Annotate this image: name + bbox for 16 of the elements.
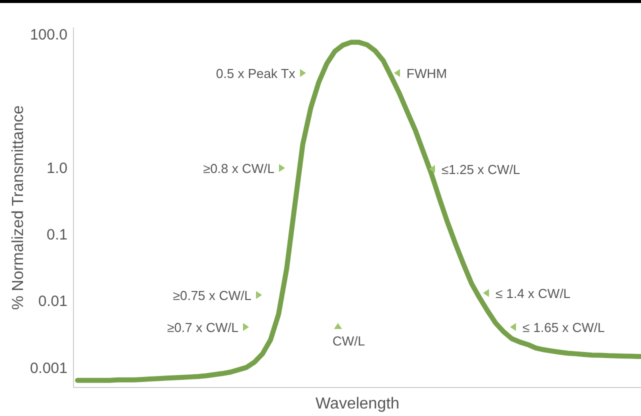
annotation: ≤1.25 x CW/L xyxy=(442,162,520,177)
annotation: FWHM xyxy=(406,66,447,81)
annotation: ≥0.8 x CW/L xyxy=(203,161,275,176)
y-tick-label: 100.0 xyxy=(30,26,68,44)
annotation: ≥0.75 x CW/L xyxy=(172,288,252,303)
annotation: 0.5 x Peak Tx xyxy=(216,66,296,81)
y-axis-title: % Normalized Transmittance xyxy=(10,105,27,310)
annotation: ≤ 1.4 x CW/L xyxy=(496,286,571,301)
y-tick-label: 1.0 xyxy=(46,160,68,177)
y-tick-label: 0.1 xyxy=(46,226,68,244)
annotation: ≤ 1.65 x CW/L xyxy=(522,320,605,335)
y-tick-label: 0.01 xyxy=(38,293,68,310)
annotation: ≥0.7 x CW/L xyxy=(167,320,239,335)
x-axis-title: Wavelength xyxy=(316,396,400,412)
annotation: CW/L xyxy=(332,334,365,348)
y-tick-label: 0.001 xyxy=(30,360,68,377)
